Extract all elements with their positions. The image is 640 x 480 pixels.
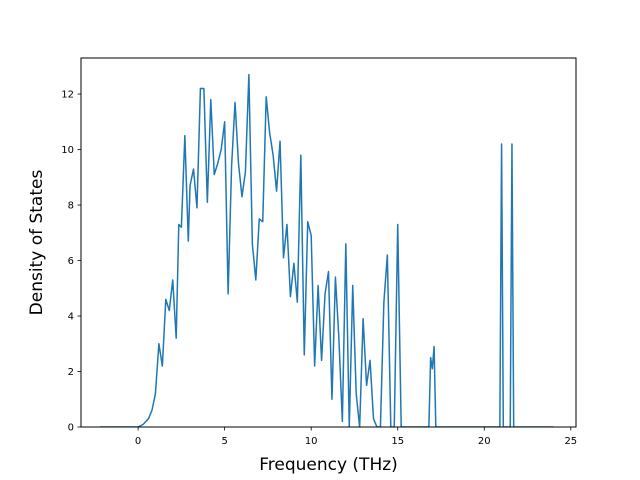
y-tick-label: 2 bbox=[68, 367, 74, 378]
x-tick-label: 0 bbox=[135, 436, 141, 447]
y-tick-label: 0 bbox=[68, 423, 74, 434]
axes-frame bbox=[80, 57, 577, 428]
y-tick-label: 10 bbox=[61, 145, 74, 156]
x-tick-label: 5 bbox=[221, 436, 227, 447]
plot-area bbox=[100, 73, 554, 427]
y-axis-ticks: 0 2 4 6 8 10 12 bbox=[61, 90, 81, 434]
y-tick-label: 4 bbox=[68, 312, 74, 323]
x-tick-label: 15 bbox=[391, 436, 404, 447]
y-tick-label: 12 bbox=[61, 90, 74, 101]
x-tick-label: 25 bbox=[564, 436, 577, 447]
series-line-0 bbox=[100, 73, 554, 427]
x-axis-ticks: 0 5 10 15 20 25 bbox=[135, 427, 577, 447]
x-tick-label: 20 bbox=[478, 436, 491, 447]
x-tick-label: 10 bbox=[305, 436, 318, 447]
y-axis-label: Density of States bbox=[27, 170, 47, 316]
y-tick-label: 6 bbox=[68, 256, 74, 267]
y-tick-label: 8 bbox=[68, 201, 74, 212]
x-axis-label: Frequency (THz) bbox=[259, 455, 398, 475]
